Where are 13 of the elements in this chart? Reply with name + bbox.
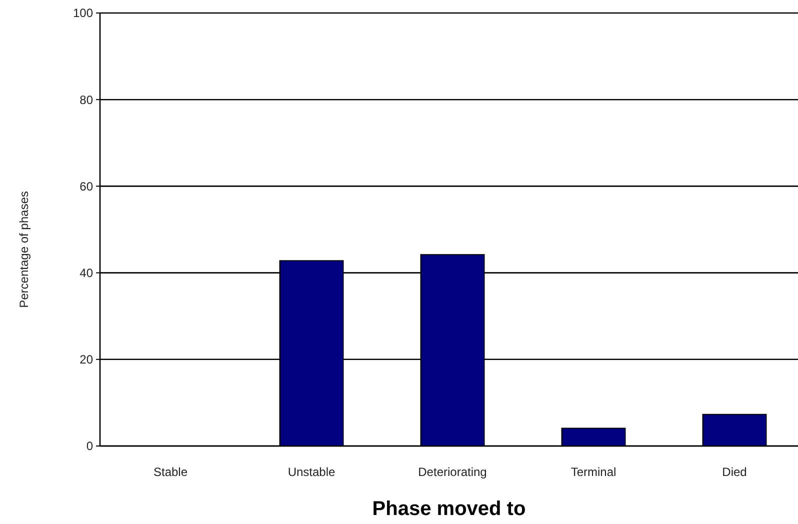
y-tick-label: 60 <box>80 179 94 194</box>
x-tick-label: Unstable <box>288 465 336 479</box>
x-tick-label: Deteriorating <box>418 465 487 479</box>
y-tick-label: 0 <box>86 439 94 454</box>
y-tick-label: 100 <box>72 6 94 20</box>
y-tick-label: 80 <box>80 92 94 107</box>
x-tick-label: Died <box>722 465 747 479</box>
x-tick-label: Stable <box>153 465 188 479</box>
y-axis-title: Percentage of phases <box>17 191 31 308</box>
y-tick-label: 40 <box>80 266 94 280</box>
x-tick-label: Terminal <box>570 465 616 479</box>
y-tick-label: 20 <box>80 352 94 367</box>
x-axis-title: Phase moved to <box>372 498 526 520</box>
